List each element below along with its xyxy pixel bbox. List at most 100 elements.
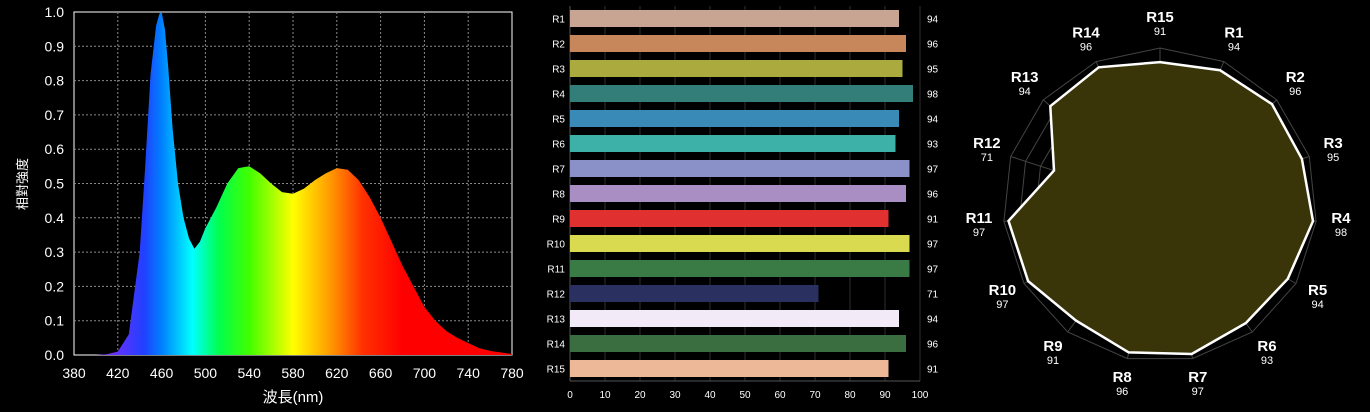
radar-value-label: 98 [1335, 227, 1347, 239]
bar-x-tick-label: 60 [774, 390, 786, 401]
spectrum-chart: 380 420 460 500 540 580 620 660 700 740 780 0.0 0.1… [15, 4, 524, 406]
spectrum-x-tick-label: 540 [238, 365, 262, 381]
bar [570, 360, 889, 377]
spectrum-x-tick-label: 460 [150, 365, 174, 381]
bar [570, 185, 906, 202]
spectrum-y-tick-label: 1.0 [45, 4, 65, 20]
radar-value-label: 96 [1080, 42, 1092, 54]
radar-value-label: 94 [1311, 299, 1323, 311]
radar-value-label: 96 [1289, 86, 1301, 98]
radar-value-label: 97 [996, 299, 1008, 311]
bar [570, 10, 899, 27]
radar-category-label: R5 [1308, 282, 1327, 299]
spectrum-x-tick-label: 780 [500, 365, 524, 381]
spectrum-y-tick-label: 0.2 [45, 278, 65, 294]
radar-category-label: R14 [1072, 25, 1100, 42]
bar-x-tick-label: 100 [912, 390, 929, 401]
radar-category-label: R10 [989, 282, 1017, 299]
radar-category-label: R13 [1011, 69, 1039, 86]
bar-x-tick-label: 0 [567, 390, 573, 401]
cri-bar-chart: R1 94 R2 96 R3 95 R4 98 R5 94 R6 93 R7 97 R8 96 R9 91 R10 9… [547, 6, 939, 401]
bar-bars: R1 94 R2 96 R3 95 R4 98 R5 94 R6 93 R7 97 R8 96 R9 91 R10 9… [547, 10, 939, 377]
bar-value-label: 97 [927, 265, 939, 276]
bar-value-label: 96 [927, 40, 939, 51]
radar-polygon [1007, 60, 1315, 356]
radar-category-label: R12 [973, 135, 1001, 152]
radar-category-label: R9 [1043, 338, 1062, 355]
bar-category-label: R10 [547, 240, 566, 251]
bar-category-label: R14 [547, 340, 566, 351]
bar [570, 210, 889, 227]
bar-x-tick-label: 90 [879, 390, 891, 401]
bar-x-tick-label: 80 [844, 390, 856, 401]
spectrum-y-tick-label: 0.8 [45, 73, 65, 89]
bar [570, 35, 906, 52]
bar-value-label: 94 [927, 15, 939, 26]
spectrum-x-tick-label: 380 [62, 365, 86, 381]
radar-category-label: R7 [1188, 369, 1207, 386]
bar-value-label: 91 [927, 215, 939, 226]
bar [570, 260, 910, 277]
spectrum-y-tick-label: 0.6 [45, 141, 65, 157]
bar-x-tick-label: 50 [739, 390, 751, 401]
radar-category-label: R2 [1286, 69, 1305, 86]
bar-value-label: 95 [927, 65, 939, 76]
bar [570, 60, 903, 77]
bar-x-tick-label: 70 [809, 390, 821, 401]
bar-category-label: R11 [547, 265, 565, 276]
radar-value-label: 71 [981, 152, 993, 164]
bar-category-label: R1 [552, 15, 565, 26]
spectrum-x-label: 波長(nm) [263, 389, 324, 406]
bar-category-label: R2 [552, 40, 565, 51]
bar-value-label: 93 [927, 140, 939, 151]
radar-value-label: 97 [1192, 386, 1204, 398]
spectrum-y-label: 相對強度 [15, 158, 30, 210]
bar-value-label: 91 [927, 365, 939, 376]
bar-category-label: R3 [552, 65, 565, 76]
bar-category-label: R15 [547, 365, 566, 376]
bar-value-label: 94 [927, 115, 939, 126]
bar-x-tick-label: 20 [634, 390, 646, 401]
bar [570, 335, 906, 352]
radar-category-label: R6 [1257, 338, 1276, 355]
bar [570, 135, 896, 152]
spectrum-x-tick-label: 580 [281, 365, 305, 381]
spectrum-y-tick-label: 0.3 [45, 244, 65, 260]
bar-category-label: R7 [552, 165, 565, 176]
radar-category-label: R4 [1331, 210, 1351, 227]
spectrum-x-tick-label: 420 [106, 365, 130, 381]
radar-value-label: 97 [973, 227, 985, 239]
bar [570, 235, 910, 252]
bar-value-label: 94 [927, 315, 939, 326]
bar [570, 85, 913, 102]
radar-category-label: R11 [966, 210, 993, 227]
bar-value-label: 96 [927, 190, 939, 201]
radar-value-label: 91 [1154, 26, 1166, 38]
spectrum-x-tick-label: 740 [457, 365, 481, 381]
spectrum-y-tick-label: 0.4 [45, 210, 65, 226]
radar-value-label: 94 [1019, 86, 1031, 98]
bar-category-label: R6 [552, 140, 565, 151]
bar-category-label: R12 [547, 290, 566, 301]
spectrum-y-tick-label: 0.0 [45, 347, 65, 363]
spectrum-y-tick-label: 0.9 [45, 38, 65, 54]
radar-value-label: 93 [1261, 355, 1273, 367]
bar-category-label: R8 [552, 190, 565, 201]
spectrum-x-ticks: 380 420 460 500 540 580 620 660 700 740 780 [62, 365, 524, 381]
bar-value-label: 96 [927, 340, 939, 351]
spectrum-x-tick-label: 620 [325, 365, 349, 381]
spectrum-y-ticks: 0.0 0.1 0.2 0.3 0.4 0.5 0.6 0.7 0.8 0.9 1.0 [45, 4, 65, 363]
spectrum-x-tick-label: 660 [369, 365, 393, 381]
bar [570, 285, 819, 302]
bar-category-label: R13 [547, 315, 566, 326]
radar-value-label: 94 [1228, 42, 1240, 54]
bar-value-label: 98 [927, 90, 939, 101]
bar [570, 110, 899, 127]
bar [570, 310, 899, 327]
bar-category-label: R4 [552, 90, 565, 101]
radar-category-label: R1 [1224, 25, 1243, 42]
radar-value-label: 96 [1116, 386, 1128, 398]
spectrum-y-tick-label: 0.7 [45, 107, 65, 123]
spectrum-x-tick-label: 500 [194, 365, 218, 381]
